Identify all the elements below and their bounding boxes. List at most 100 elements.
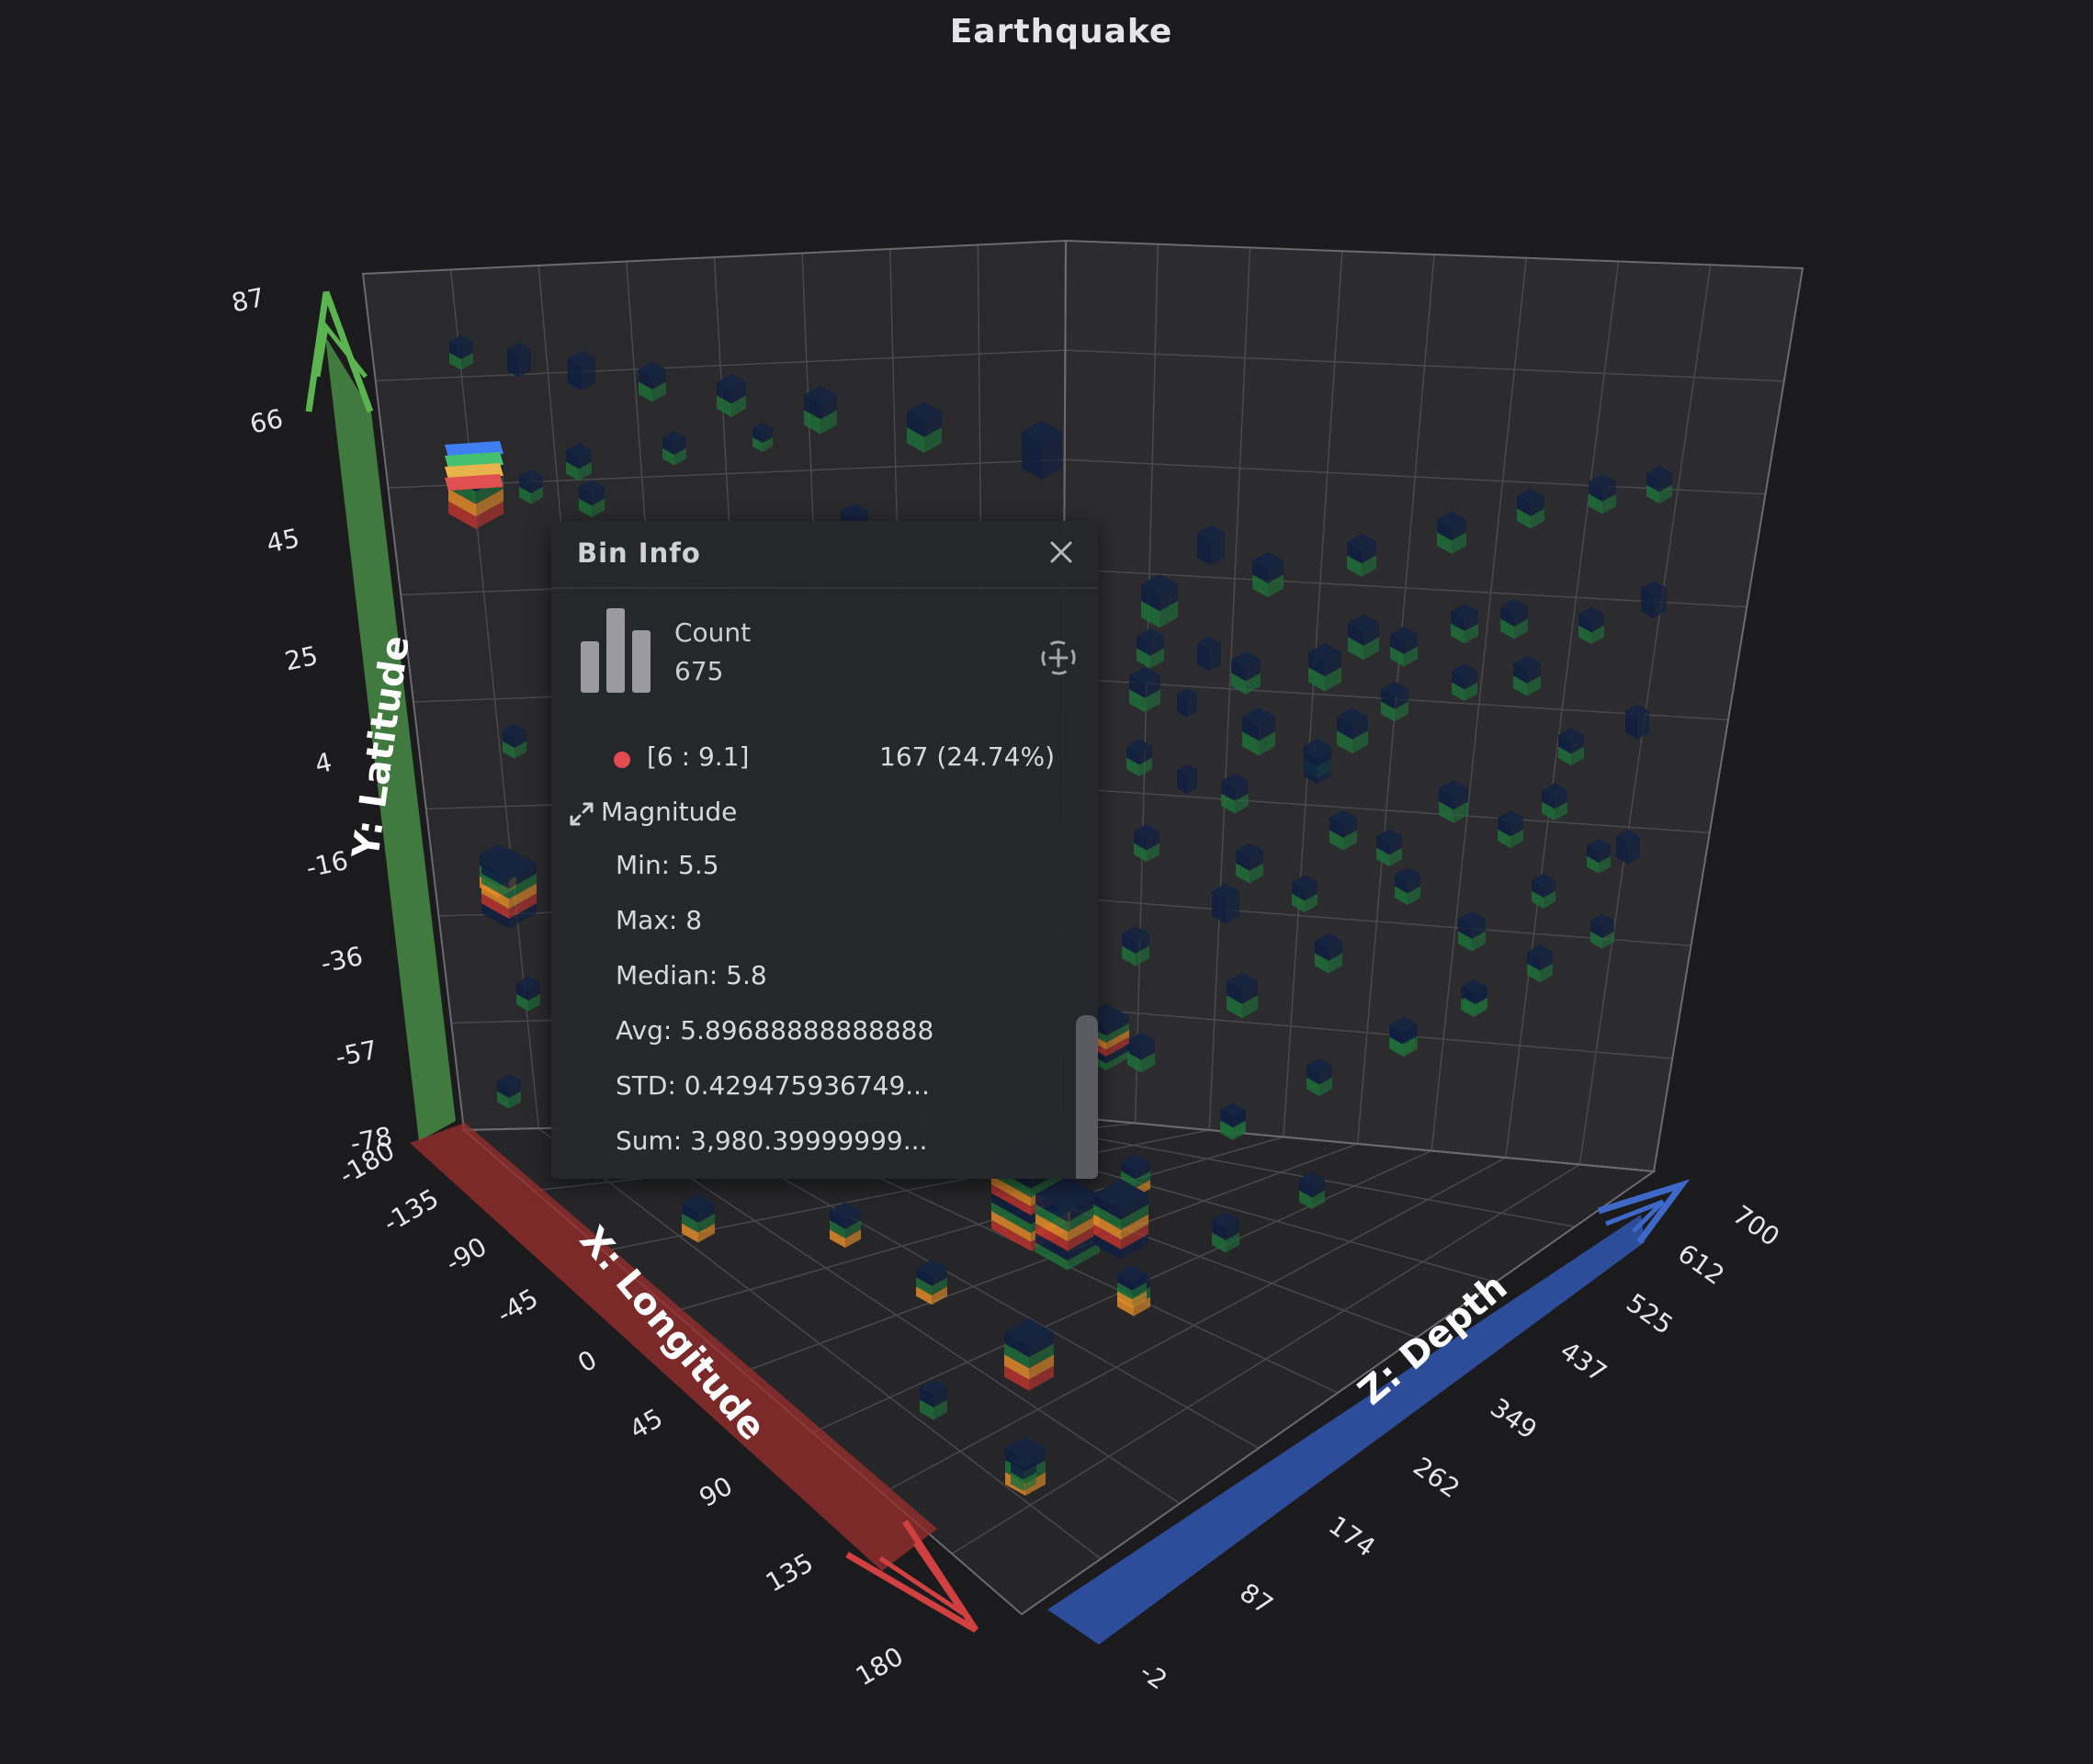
- data-cube: [1127, 1032, 1155, 1073]
- data-cube: [1122, 925, 1149, 967]
- y-axis-arrow: [305, 290, 374, 413]
- z-tick-label: 525: [1621, 1287, 1679, 1340]
- data-cube: [1035, 1176, 1100, 1271]
- x-tick-label: 90: [695, 1471, 738, 1513]
- z-axis-arrow: [1605, 1199, 1665, 1233]
- y-tick-label: -16: [303, 845, 351, 884]
- data-cube: [1004, 1317, 1054, 1391]
- data-cube: [1292, 875, 1318, 913]
- data-cube: [1389, 1018, 1415, 1057]
- data-cube: [639, 361, 666, 402]
- data-cube: [920, 1379, 947, 1420]
- stat-sum: Sum: 3,980.39999999...: [616, 1125, 928, 1156]
- data-cube: [1236, 842, 1263, 884]
- scrollbar[interactable]: [1076, 587, 1098, 1179]
- data-cube: [1212, 1212, 1239, 1253]
- y-tick-label: 66: [247, 403, 286, 440]
- data-cube: [1022, 420, 1062, 480]
- data-cube: [1141, 573, 1178, 628]
- floor: [464, 1116, 1654, 1614]
- data-cube: [1221, 773, 1249, 814]
- range-count: 167 (24.74%): [879, 741, 1055, 772]
- data-cube: [1197, 525, 1225, 566]
- stat-max: Max: 8: [616, 905, 703, 935]
- z-tick-label: 174: [1323, 1510, 1381, 1563]
- x-tick-label: 45: [625, 1403, 668, 1445]
- x-tick-label: -135: [378, 1183, 444, 1238]
- data-cube: [516, 976, 540, 1012]
- data-cube: [579, 480, 605, 518]
- data-cube: [1337, 707, 1368, 754]
- scrollbar-thumb[interactable]: [1076, 1015, 1098, 1179]
- data-cube: [1390, 626, 1418, 667]
- data-cube: [1347, 534, 1376, 577]
- data-cube: [1458, 910, 1486, 952]
- data-cube: [1134, 824, 1160, 863]
- data-cube: [907, 401, 942, 453]
- z-tick-label: 437: [1555, 1335, 1612, 1388]
- data-cube: [717, 374, 746, 417]
- data-cube: [1381, 681, 1409, 722]
- data-cube: [916, 1259, 947, 1306]
- y-tick-label: -36: [318, 941, 366, 979]
- close-icon[interactable]: [1043, 534, 1080, 571]
- data-cube: [1129, 666, 1160, 713]
- data-cube: [1590, 913, 1614, 949]
- crosshair-icon[interactable]: [1036, 636, 1080, 680]
- data-cube: [1513, 655, 1541, 696]
- stat-std: STD: 0.429475936749...: [616, 1070, 930, 1101]
- data-cube: [1348, 614, 1379, 661]
- data-cube: [1625, 704, 1649, 740]
- data-cube: [1242, 707, 1275, 756]
- data-cube: [1452, 663, 1477, 702]
- floor-grid: [881, 1157, 1507, 1494]
- count-value: 675: [674, 656, 724, 686]
- bar-chart-icon: [581, 608, 651, 693]
- data-cube: [1308, 642, 1341, 692]
- data-cube: [1177, 763, 1197, 794]
- data-cube: [1517, 488, 1544, 529]
- data-cube: [566, 443, 592, 481]
- data-cube: [1498, 810, 1523, 849]
- highlight-stack: [445, 441, 503, 491]
- bin-info-panel: Bin Info Count 675 [6 : 9.1] 167 (24.74%…: [551, 521, 1098, 1179]
- stat-avg: Avg: 5.89688888888888: [616, 1015, 934, 1046]
- data-cube: [1616, 829, 1640, 865]
- data-cube: [1437, 511, 1466, 554]
- right-wall-grid: [1061, 1006, 1673, 1059]
- z-tick-label: 87: [1234, 1577, 1278, 1620]
- z-tick-label: -2: [1135, 1657, 1173, 1696]
- data-cube: [1197, 636, 1221, 672]
- data-cube: [1395, 867, 1420, 906]
- data-cube: [1126, 739, 1152, 777]
- data-cube: [1532, 873, 1556, 909]
- stat-min: Min: 5.5: [616, 850, 719, 880]
- data-cube: [830, 1202, 861, 1249]
- data-cube: [1227, 972, 1258, 1019]
- floor-grid: [951, 1163, 1580, 1555]
- y-tick-label: 4: [312, 747, 334, 780]
- data-cube: [519, 469, 543, 504]
- data-cube: [1527, 944, 1553, 983]
- data-cubes: [445, 334, 1672, 1496]
- range-row[interactable]: [6 : 9.1] 167 (24.74%): [614, 741, 1055, 778]
- stat-median: Median: 5.8: [616, 960, 767, 990]
- right-wall-grid: [1062, 897, 1691, 946]
- data-cube: [497, 1073, 521, 1109]
- data-cube: [804, 385, 837, 435]
- expand-icon[interactable]: [568, 800, 595, 828]
- data-cube: [662, 430, 686, 466]
- y-tick-label: 45: [264, 523, 302, 560]
- data-cube: [1137, 628, 1164, 669]
- z-tick-label: 612: [1672, 1238, 1730, 1291]
- data-cube: [1231, 651, 1261, 695]
- x-axis-arrow: [845, 1520, 979, 1634]
- data-cube: [1451, 603, 1478, 644]
- data-cube: [481, 848, 537, 929]
- y-axis-arrow: [315, 322, 368, 379]
- data-cube: [1641, 581, 1667, 619]
- data-cube: [1299, 1171, 1325, 1210]
- count-label: Count: [674, 617, 752, 648]
- y-tick-label: -57: [333, 1035, 380, 1073]
